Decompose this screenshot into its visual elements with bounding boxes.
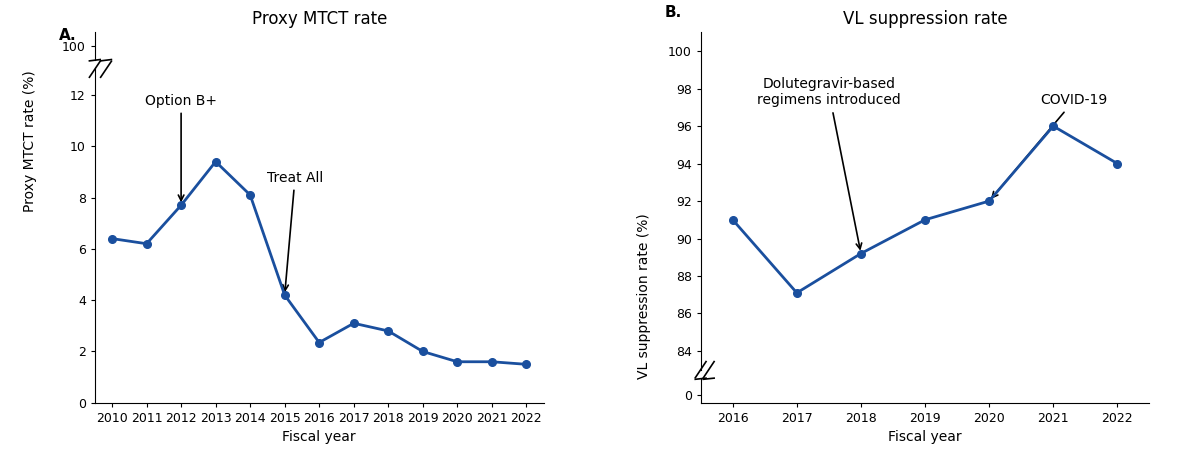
Title: Proxy MTCT rate: Proxy MTCT rate xyxy=(251,10,386,28)
X-axis label: Fiscal year: Fiscal year xyxy=(889,431,962,444)
Text: VL suppression rate (%): VL suppression rate (%) xyxy=(636,213,651,379)
Text: Dolutegravir-based
regimens introduced: Dolutegravir-based regimens introduced xyxy=(757,77,901,249)
Text: Option B+: Option B+ xyxy=(145,94,217,200)
Text: A.: A. xyxy=(59,28,77,43)
Text: B.: B. xyxy=(665,6,683,20)
Title: VL suppression rate: VL suppression rate xyxy=(843,10,1007,28)
Text: COVID-19: COVID-19 xyxy=(992,94,1108,198)
Text: Proxy MTCT rate (%): Proxy MTCT rate (%) xyxy=(23,70,37,212)
Text: Treat All: Treat All xyxy=(267,171,324,290)
X-axis label: Fiscal year: Fiscal year xyxy=(282,431,356,444)
